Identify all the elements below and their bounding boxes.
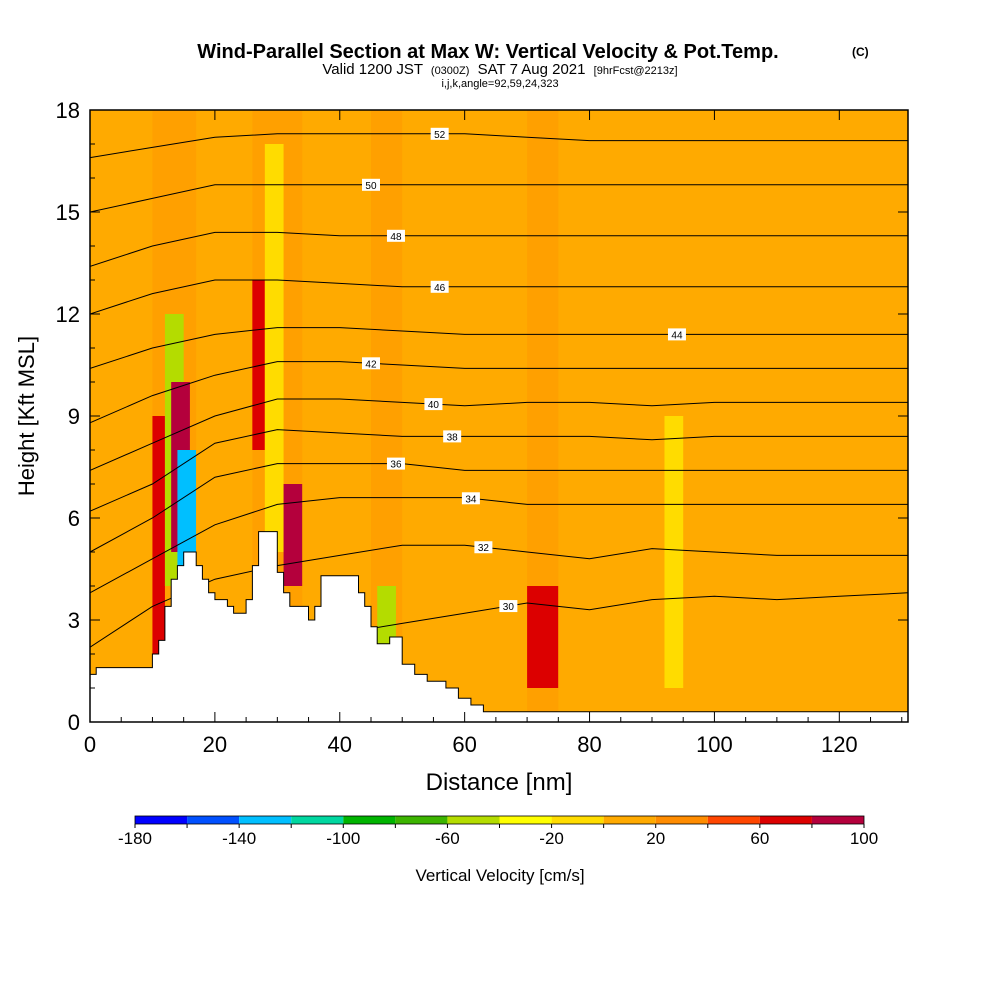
- colorbar-tick-label: -180: [118, 829, 152, 848]
- theta-contour-label-bg: [667, 328, 686, 341]
- x-axis-label: Distance [nm]: [426, 769, 573, 796]
- theta-contour-line: [90, 429, 908, 512]
- velocity-cell: [527, 586, 559, 688]
- subtitle-utc: (0300Z): [431, 65, 470, 77]
- theta-contour-line: [90, 497, 908, 594]
- colorbar-tick-label: -20: [539, 829, 564, 848]
- theta-contour-label: 38: [447, 432, 459, 443]
- colorbar-tick-label: -140: [222, 829, 256, 848]
- colorbar-swatch: [291, 816, 344, 824]
- subtitle-date: SAT 7 Aug 2021: [478, 61, 586, 78]
- theta-contour-line: [90, 398, 908, 471]
- colorbar-tick-label: -60: [435, 829, 460, 848]
- subtitle-forecast: [9hrFcst@2213z]: [594, 65, 678, 77]
- plot-area: 30 32 34 36 38 40 42 44 46 48 50 52: [90, 110, 908, 722]
- x-tick-label: 20: [203, 732, 227, 757]
- velocity-cell: [283, 484, 303, 586]
- y-tick-label: 15: [56, 200, 80, 225]
- colorbar-swatch: [447, 816, 500, 824]
- theta-contour-label: 40: [428, 400, 440, 411]
- velocity-cell: [264, 144, 284, 552]
- theta-contour-label-bg: [474, 541, 493, 554]
- velocity-cell: [252, 280, 265, 450]
- x-tick-label: 100: [696, 732, 733, 757]
- theta-contour-label: 32: [478, 543, 490, 554]
- theta-contour-label-bg: [361, 357, 380, 370]
- velocity-cell: [714, 110, 908, 722]
- theta-contour-label-bg: [461, 492, 480, 505]
- theta-contour-line: [90, 184, 908, 213]
- theta-contour-label: 46: [434, 283, 446, 294]
- y-tick-label: 12: [56, 302, 80, 327]
- theta-contour-line: [90, 231, 908, 267]
- terrain-mask: [90, 531, 908, 722]
- velocity-cell: [152, 416, 165, 654]
- colorbar-swatch: [499, 816, 552, 824]
- colorbar-tick-label: 100: [850, 829, 878, 848]
- y-tick-label: 6: [68, 506, 80, 531]
- y-tick-label: 9: [68, 404, 80, 429]
- theta-contour-line: [90, 327, 908, 369]
- theta-contour-label-bg: [361, 178, 380, 191]
- subtitle-valid: Valid 1200 JST: [322, 61, 422, 78]
- velocity-cell: [558, 110, 715, 722]
- theta-contour-label-bg: [386, 457, 405, 470]
- colorbar-swatch: [187, 816, 240, 824]
- theta-contour-label: 42: [365, 359, 377, 370]
- theta-contours: 30 32 34 36 38 40 42 44 46 48 50 52: [90, 127, 908, 706]
- theta-contour-label-bg: [430, 280, 449, 293]
- colorbar-tick-label: 60: [750, 829, 769, 848]
- y-tick-label: 18: [56, 98, 80, 123]
- x-tick-label: 40: [328, 732, 352, 757]
- y-tick-label: 3: [68, 608, 80, 633]
- colorbar-tick-label: 20: [646, 829, 665, 848]
- colorbar-swatch: [395, 816, 448, 824]
- x-tick-label: 120: [821, 732, 858, 757]
- theta-contour-label: 50: [365, 181, 377, 192]
- velocity-cell: [664, 416, 684, 688]
- theta-contour-label-bg: [443, 430, 462, 443]
- colorbar-swatch: [707, 816, 760, 824]
- x-tick-label: 0: [84, 732, 96, 757]
- colorbar-swatch: [811, 816, 864, 824]
- theta-contour-label: 30: [503, 602, 515, 613]
- x-tick-label: 80: [577, 732, 601, 757]
- velocity-cell: [90, 110, 153, 722]
- theta-contour-label-bg: [499, 600, 518, 613]
- theta-contour-label-bg: [430, 127, 449, 140]
- theta-contour-label: 44: [671, 330, 683, 341]
- chart-title-mark: (C): [852, 45, 869, 59]
- colorbar-swatch: [343, 816, 396, 824]
- chart-title: Wind-Parallel Section at Max W: Vertical…: [197, 41, 778, 63]
- theta-contour-line: [90, 361, 908, 424]
- theta-contour-label: 36: [390, 460, 402, 471]
- colorbar-swatch: [135, 816, 188, 824]
- velocity-cell: [402, 110, 528, 722]
- x-tick-label: 60: [452, 732, 476, 757]
- chart-subtitle-indices: i,j,k,angle=92,59,24,323: [441, 78, 558, 90]
- theta-contour-line: [90, 133, 908, 159]
- theta-contour-label: 52: [434, 130, 446, 141]
- colorbar-tick-label: -100: [326, 829, 360, 848]
- y-tick-label: 0: [68, 710, 80, 735]
- colorbar-swatch: [603, 816, 656, 824]
- colorbar: -180 -140 -100 -60 -20 20 60 100: [118, 815, 878, 848]
- colorbar-swatch: [551, 816, 604, 824]
- chart-subtitle: Valid 1200 JST (0300Z) SAT 7 Aug 2021 [9…: [322, 61, 677, 78]
- theta-contour-line: [90, 544, 908, 648]
- colorbar-label: Vertical Velocity [cm/s]: [415, 866, 584, 885]
- theta-contour-line: [90, 279, 908, 315]
- colorbar-swatch: [239, 816, 292, 824]
- theta-contour-line: [90, 463, 908, 553]
- theta-contour-label-bg: [386, 229, 405, 242]
- theta-contour-label-bg: [424, 398, 443, 411]
- colorbar-swatch: [655, 816, 708, 824]
- theta-contour-label: 48: [390, 232, 402, 243]
- y-axis-label: Height [Kft MSL]: [14, 336, 39, 496]
- theta-contour-label: 34: [465, 494, 477, 505]
- colorbar-swatch: [759, 816, 812, 824]
